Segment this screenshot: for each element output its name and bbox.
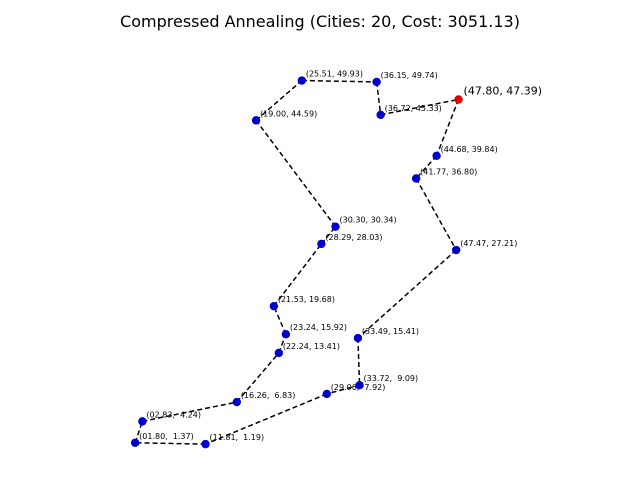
route-segment <box>301 79 377 83</box>
city-label: (11.81, 1.19) <box>210 433 265 442</box>
route-segment <box>273 243 322 307</box>
city-point <box>281 330 291 339</box>
chart-title: Compressed Annealing (Cities: 20, Cost: … <box>120 12 520 31</box>
city-label: (21.53, 19.68) <box>278 295 335 304</box>
route-segment <box>326 384 360 395</box>
city-point <box>331 222 340 231</box>
city-point <box>274 348 284 358</box>
city-point <box>432 151 441 160</box>
route-segment <box>380 98 459 116</box>
city-label: (44.68, 39.84) <box>441 145 498 154</box>
route-segment <box>135 442 206 445</box>
city-point <box>138 417 147 426</box>
city-point <box>317 239 326 249</box>
route-segment <box>255 79 303 121</box>
city-point <box>372 77 381 87</box>
route-segment <box>415 178 457 251</box>
city-label: (30.30, 30.34) <box>340 216 397 225</box>
city-label: (23.24, 15.92) <box>290 323 347 332</box>
city-label: (25.51, 49.93) <box>306 70 363 79</box>
route-segment <box>357 338 361 386</box>
city-point <box>251 116 261 125</box>
city-labels: (47.80, 47.39) (44.68, 39.84) (41.77, 36.8… <box>139 70 542 443</box>
city-label: (19.00, 44.59) <box>260 109 317 118</box>
route-segment <box>375 81 382 115</box>
city-label: (01.80, 1.37) <box>139 432 194 441</box>
city-point <box>411 174 421 183</box>
city-point <box>297 76 307 85</box>
route-segment <box>236 352 280 403</box>
city-point <box>353 333 363 343</box>
route-segment <box>415 155 438 179</box>
city-point <box>201 439 210 449</box>
city-point <box>376 110 385 120</box>
route-segment <box>273 305 287 335</box>
city-label: (33.72, 9.09) <box>364 374 419 383</box>
city-point <box>269 301 279 311</box>
city-label: (22.24, 13.41) <box>283 342 340 351</box>
route-segment <box>255 119 337 228</box>
route-segment <box>435 99 460 157</box>
route-segment <box>205 393 328 445</box>
city-point <box>232 397 242 407</box>
start-city-point <box>454 95 463 104</box>
city-label: (47.47, 27.21) <box>460 239 517 248</box>
city-label: (29.06, 7.92) <box>331 383 386 392</box>
city-label: (02.83, 4.24) <box>146 410 201 419</box>
route-segment <box>142 401 237 423</box>
city-point <box>355 380 364 390</box>
city-label: (33.49, 15.41) <box>362 327 419 336</box>
city-points <box>130 76 463 449</box>
city-label: (16.26, 6.83) <box>241 391 296 400</box>
city-label: (36.72, 45.33) <box>385 104 442 113</box>
route-lines <box>134 79 460 445</box>
city-point <box>322 389 331 399</box>
route-segment <box>357 249 457 339</box>
city-point <box>130 438 140 447</box>
city-point <box>452 245 461 255</box>
start-city-label: (47.80, 47.39) <box>464 84 543 97</box>
city-label: (28.29, 28.03) <box>325 233 382 242</box>
city-label: (41.77, 36.80) <box>420 167 477 176</box>
city-label: (36.15, 49.74) <box>381 71 438 80</box>
